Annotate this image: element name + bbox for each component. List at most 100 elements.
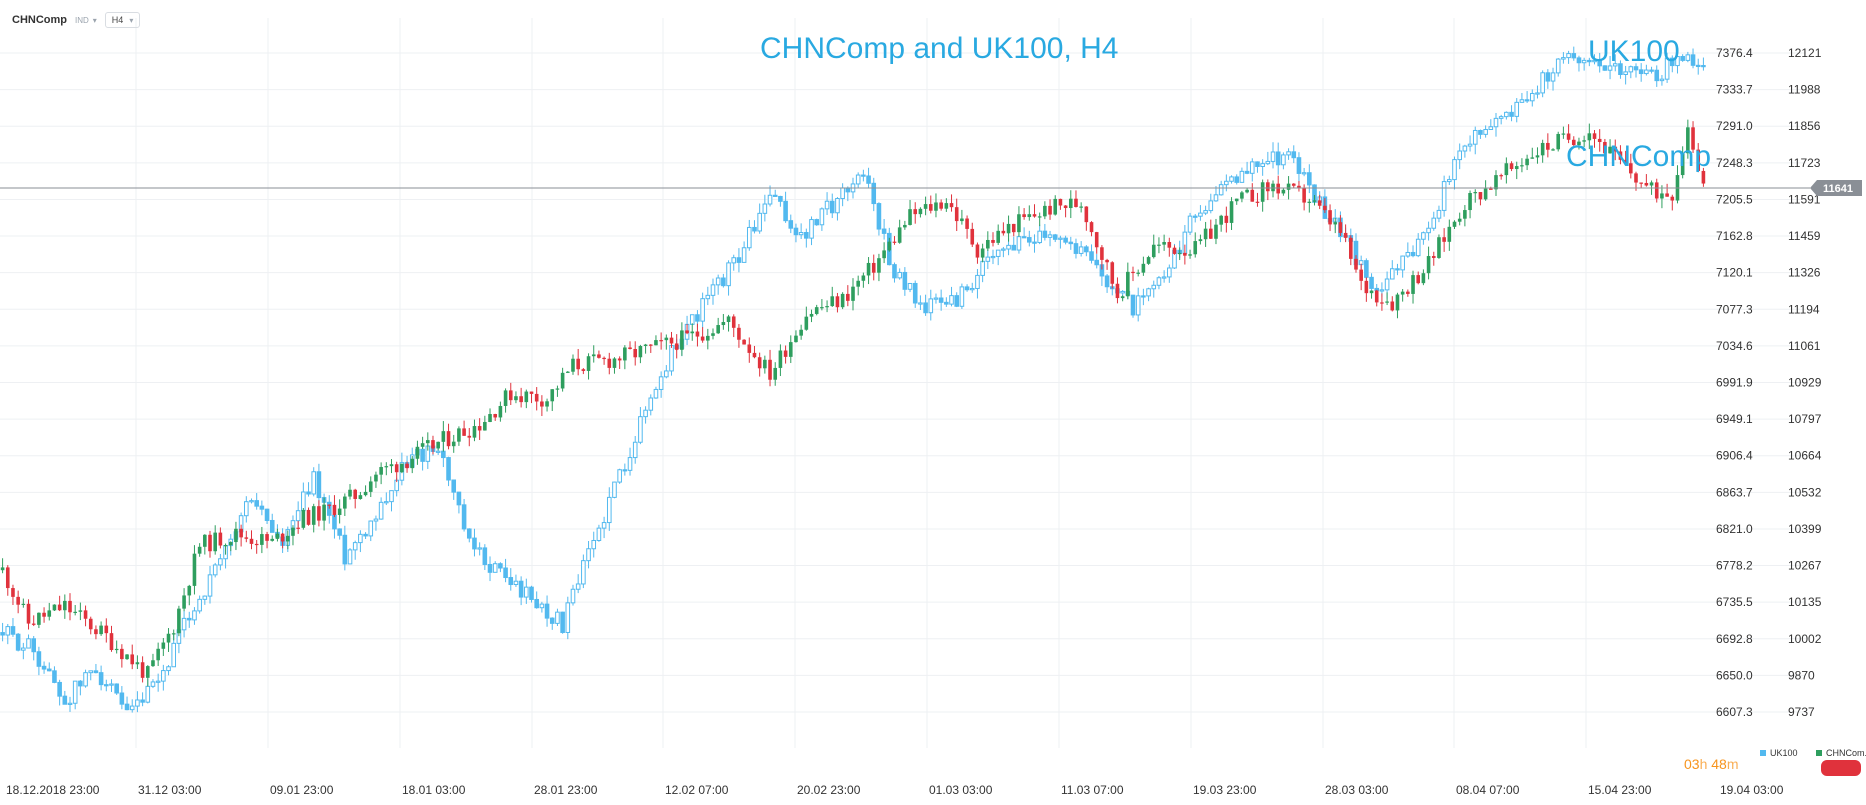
uk100-candle <box>1618 63 1623 75</box>
uk100-candle <box>1612 63 1618 67</box>
uk100-candle <box>15 633 21 651</box>
chncomp-candle <box>1297 185 1301 189</box>
chncomp-candle <box>835 296 840 308</box>
uk100-candle <box>1167 267 1172 278</box>
uk100-candle <box>1571 53 1577 59</box>
chncomp-candle <box>244 537 249 539</box>
chncomp-candle <box>545 401 549 407</box>
uk100-candle <box>861 174 866 177</box>
y-tick-uk100: 7291.0 <box>1716 119 1753 133</box>
chncomp-candle <box>1208 228 1213 239</box>
chncomp-candle <box>1701 170 1706 184</box>
chncomp-candle <box>1312 200 1317 202</box>
timeframe-dropdown[interactable]: H4 ▾ <box>104 12 141 28</box>
uk100-candle <box>1001 248 1006 251</box>
chncomp-candle <box>514 396 518 401</box>
uk100-candle <box>1436 209 1442 219</box>
chncomp-candle <box>1618 151 1623 160</box>
chncomp-candle <box>1369 290 1374 294</box>
uk100-candle <box>181 617 187 631</box>
uk100-candle <box>1597 59 1602 67</box>
uk100-candle <box>1016 236 1022 251</box>
legend-uk100[interactable]: UK100 <box>1760 748 1798 758</box>
y-tick-uk100: 6991.9 <box>1716 376 1753 390</box>
uk100-candle <box>1561 57 1566 60</box>
chncomp-candle <box>846 293 850 301</box>
chncomp-candle <box>1680 153 1685 176</box>
chncomp-candle <box>270 538 275 541</box>
chncomp-candle <box>104 625 109 634</box>
chncomp-candle <box>285 535 290 542</box>
uk100-candle <box>1063 237 1068 243</box>
chncomp-candle <box>659 340 663 342</box>
chncomp-candle <box>648 344 653 346</box>
chncomp-candle <box>1400 291 1405 295</box>
chncomp-candle <box>1084 206 1089 223</box>
chncomp-candle <box>5 567 10 589</box>
chncomp-candle <box>291 527 295 536</box>
uk100-candle <box>938 297 944 303</box>
chncomp-candle <box>934 202 938 211</box>
y-tick-uk100: 6821.0 <box>1716 522 1753 536</box>
legend-chncomp[interactable]: CHNCom.. <box>1816 748 1866 758</box>
uk100-candle <box>586 548 591 562</box>
chncomp-candle <box>1571 139 1576 146</box>
uk100-candle <box>985 256 991 262</box>
chncomp-candle <box>877 258 881 273</box>
chncomp-candle <box>1603 141 1607 154</box>
symbol-label[interactable]: CHNComp <box>12 14 67 26</box>
x-tick-label: 12.02 07:00 <box>665 783 729 797</box>
uk100-candle <box>1581 59 1587 64</box>
uk100-candle <box>420 448 425 462</box>
uk100-candle <box>83 672 88 687</box>
chncomp-candle <box>400 463 404 473</box>
chncomp-candle <box>1068 198 1073 209</box>
y-tick-chncomp: 11988 <box>1788 83 1821 97</box>
chncomp-candle <box>991 239 995 243</box>
uk100-candle <box>197 598 202 612</box>
uk100-candle <box>1535 92 1540 95</box>
chncomp-candle <box>1623 159 1628 164</box>
chncomp-candle <box>451 441 456 447</box>
chncomp-candle <box>213 532 217 552</box>
chncomp-candle <box>1126 271 1130 297</box>
uk100-candle <box>62 695 68 705</box>
uk100-candle <box>793 227 799 236</box>
chncomp-candle <box>866 262 871 276</box>
uk100-candle <box>1120 290 1125 294</box>
uk100-candle <box>498 563 503 569</box>
uk100-candle <box>104 684 109 687</box>
chncomp-candle <box>1525 158 1529 166</box>
group-dropdown[interactable]: IND ▾ <box>75 16 97 25</box>
chncomp-candle <box>742 339 746 345</box>
chncomp-candle <box>763 359 767 369</box>
chncomp-candle <box>1670 196 1675 201</box>
uk100-candle <box>41 665 47 670</box>
chncomp-candle <box>177 608 181 634</box>
chncomp-candle <box>519 396 523 403</box>
chncomp-candle <box>908 209 912 225</box>
uk100-candle <box>1156 277 1162 286</box>
uk100-candle <box>52 670 57 683</box>
uk100-candle <box>186 617 192 621</box>
chncomp-candle <box>16 596 20 605</box>
chncomp-candle <box>1582 140 1586 142</box>
chncomp-candle <box>446 431 451 447</box>
chncomp-candle <box>368 481 373 492</box>
chncomp-candle <box>1001 230 1006 234</box>
uk100-candle <box>1462 145 1468 152</box>
y-tick-chncomp: 11326 <box>1788 266 1821 280</box>
chncomp-candle <box>778 350 783 368</box>
uk100-candle <box>1198 212 1203 217</box>
uk100-candle <box>487 563 493 573</box>
sell-indicator[interactable] <box>1821 760 1861 776</box>
chncomp-candle <box>239 528 243 538</box>
uk100-candle <box>1286 151 1291 156</box>
chncomp-candle <box>1177 252 1182 255</box>
chncomp-candle <box>721 322 726 326</box>
uk100-candle <box>1664 57 1670 80</box>
uk100-candle <box>1478 129 1483 135</box>
uk100-candle <box>218 558 223 566</box>
uk100-price-axis: 7376.4 7333.7 7291.0 7248.3 7205.5 7162.8 7120… <box>1716 46 1753 719</box>
